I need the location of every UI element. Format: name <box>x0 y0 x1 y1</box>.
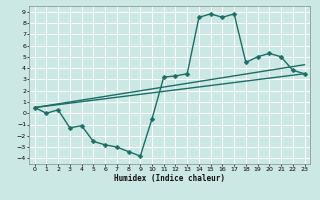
X-axis label: Humidex (Indice chaleur): Humidex (Indice chaleur) <box>114 174 225 183</box>
